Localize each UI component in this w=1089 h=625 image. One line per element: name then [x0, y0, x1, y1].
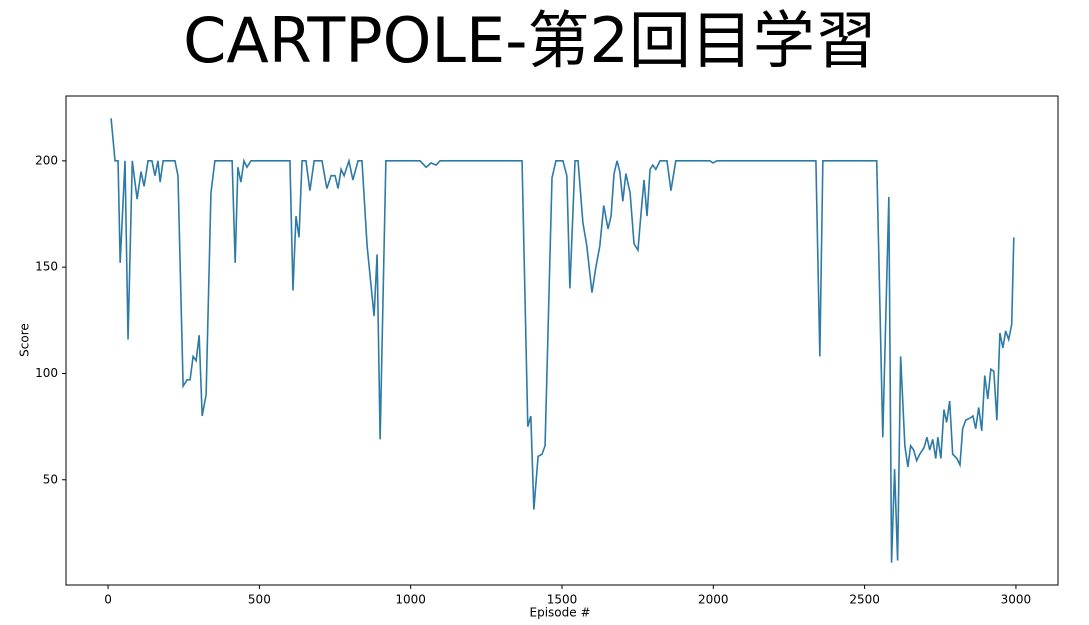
y-tick-label: 100: [35, 366, 58, 380]
x-tick-label: 500: [248, 593, 271, 607]
x-tick-label: 2500: [849, 593, 880, 607]
x-tick-label: 3000: [1001, 593, 1032, 607]
y-axis-label: Score: [18, 323, 32, 357]
x-tick-label: 2000: [698, 593, 729, 607]
y-tick-label: 50: [43, 472, 58, 486]
chart-title: CARTPOLE-第2回目学習: [183, 4, 877, 77]
line: [110, 118, 1015, 563]
y-tick-label: 200: [35, 153, 58, 167]
plot-frame: [65, 95, 1059, 586]
x-tick-label: 1000: [395, 593, 426, 607]
x-axis-label: Episode #: [530, 606, 591, 620]
y-tick-label: 150: [35, 260, 58, 274]
x-tick-label: 0: [104, 593, 112, 607]
x-tick-label: 1500: [547, 593, 578, 607]
